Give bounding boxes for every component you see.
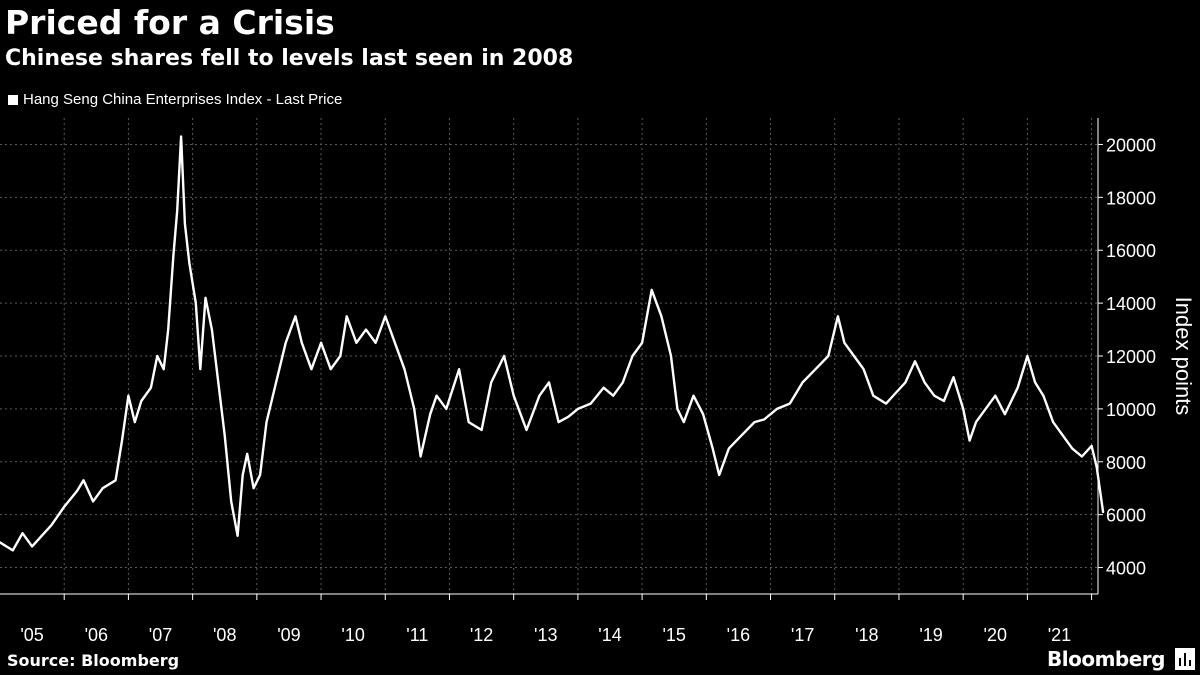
x-tick-label: '12 <box>470 625 493 645</box>
source-note: Source: Bloomberg <box>7 651 180 670</box>
series-line <box>0 135 1105 552</box>
legend-swatch <box>8 95 18 105</box>
x-tick-label: '10 <box>341 625 364 645</box>
x-tick-label: '21 <box>1048 625 1071 645</box>
chart-title: Priced for a Crisis <box>5 3 335 42</box>
x-tick-label: '09 <box>277 625 300 645</box>
x-tick-label: '20 <box>984 625 1007 645</box>
x-tick-label: '11 <box>406 625 428 645</box>
x-tick-label: '19 <box>919 625 942 645</box>
x-tick-label: '07 <box>149 625 172 645</box>
x-tick-label: '05 <box>20 625 43 645</box>
gridlines <box>0 118 1098 594</box>
x-tick-label: '17 <box>791 625 814 645</box>
x-tick-label: '08 <box>213 625 236 645</box>
y-tick-label: 18000 <box>1106 188 1156 208</box>
y-tick-label: 20000 <box>1106 135 1156 155</box>
x-tick-label: '18 <box>855 625 878 645</box>
y-axis: 4000 6000 8000 10000 12000 14000 16000 18000 200… <box>1097 118 1156 594</box>
y-axis-label: Index points <box>1171 297 1196 416</box>
chart-subtitle: Chinese shares fell to levels last seen … <box>5 46 574 71</box>
x-axis: '05 '06 '07 '08 '09 '10 '11 '12 '13 '14 '15 '16 '17 '… <box>0 593 1098 645</box>
y-tick-label: 8000 <box>1106 453 1146 473</box>
x-tick-label: '13 <box>534 625 557 645</box>
x-tick-label: '06 <box>85 625 108 645</box>
y-tick-label: 6000 <box>1106 506 1146 526</box>
legend: Hang Seng China Enterprises Index - Last… <box>8 90 342 110</box>
brand-wordmark: Bloomberg <box>1047 647 1165 671</box>
legend-label: Hang Seng China Enterprises Index - Last… <box>23 91 343 108</box>
y-tick-label: 12000 <box>1106 347 1156 367</box>
y-tick-label: 14000 <box>1106 294 1156 314</box>
y-tick-label: 10000 <box>1106 400 1156 420</box>
y-tick-label: 4000 <box>1106 559 1146 579</box>
x-tick-label: '15 <box>662 625 685 645</box>
y-tick-label: 16000 <box>1106 241 1156 261</box>
x-tick-label: '14 <box>598 625 621 645</box>
bloomberg-logo-icon <box>1175 648 1195 670</box>
x-tick-label: '16 <box>727 625 750 645</box>
